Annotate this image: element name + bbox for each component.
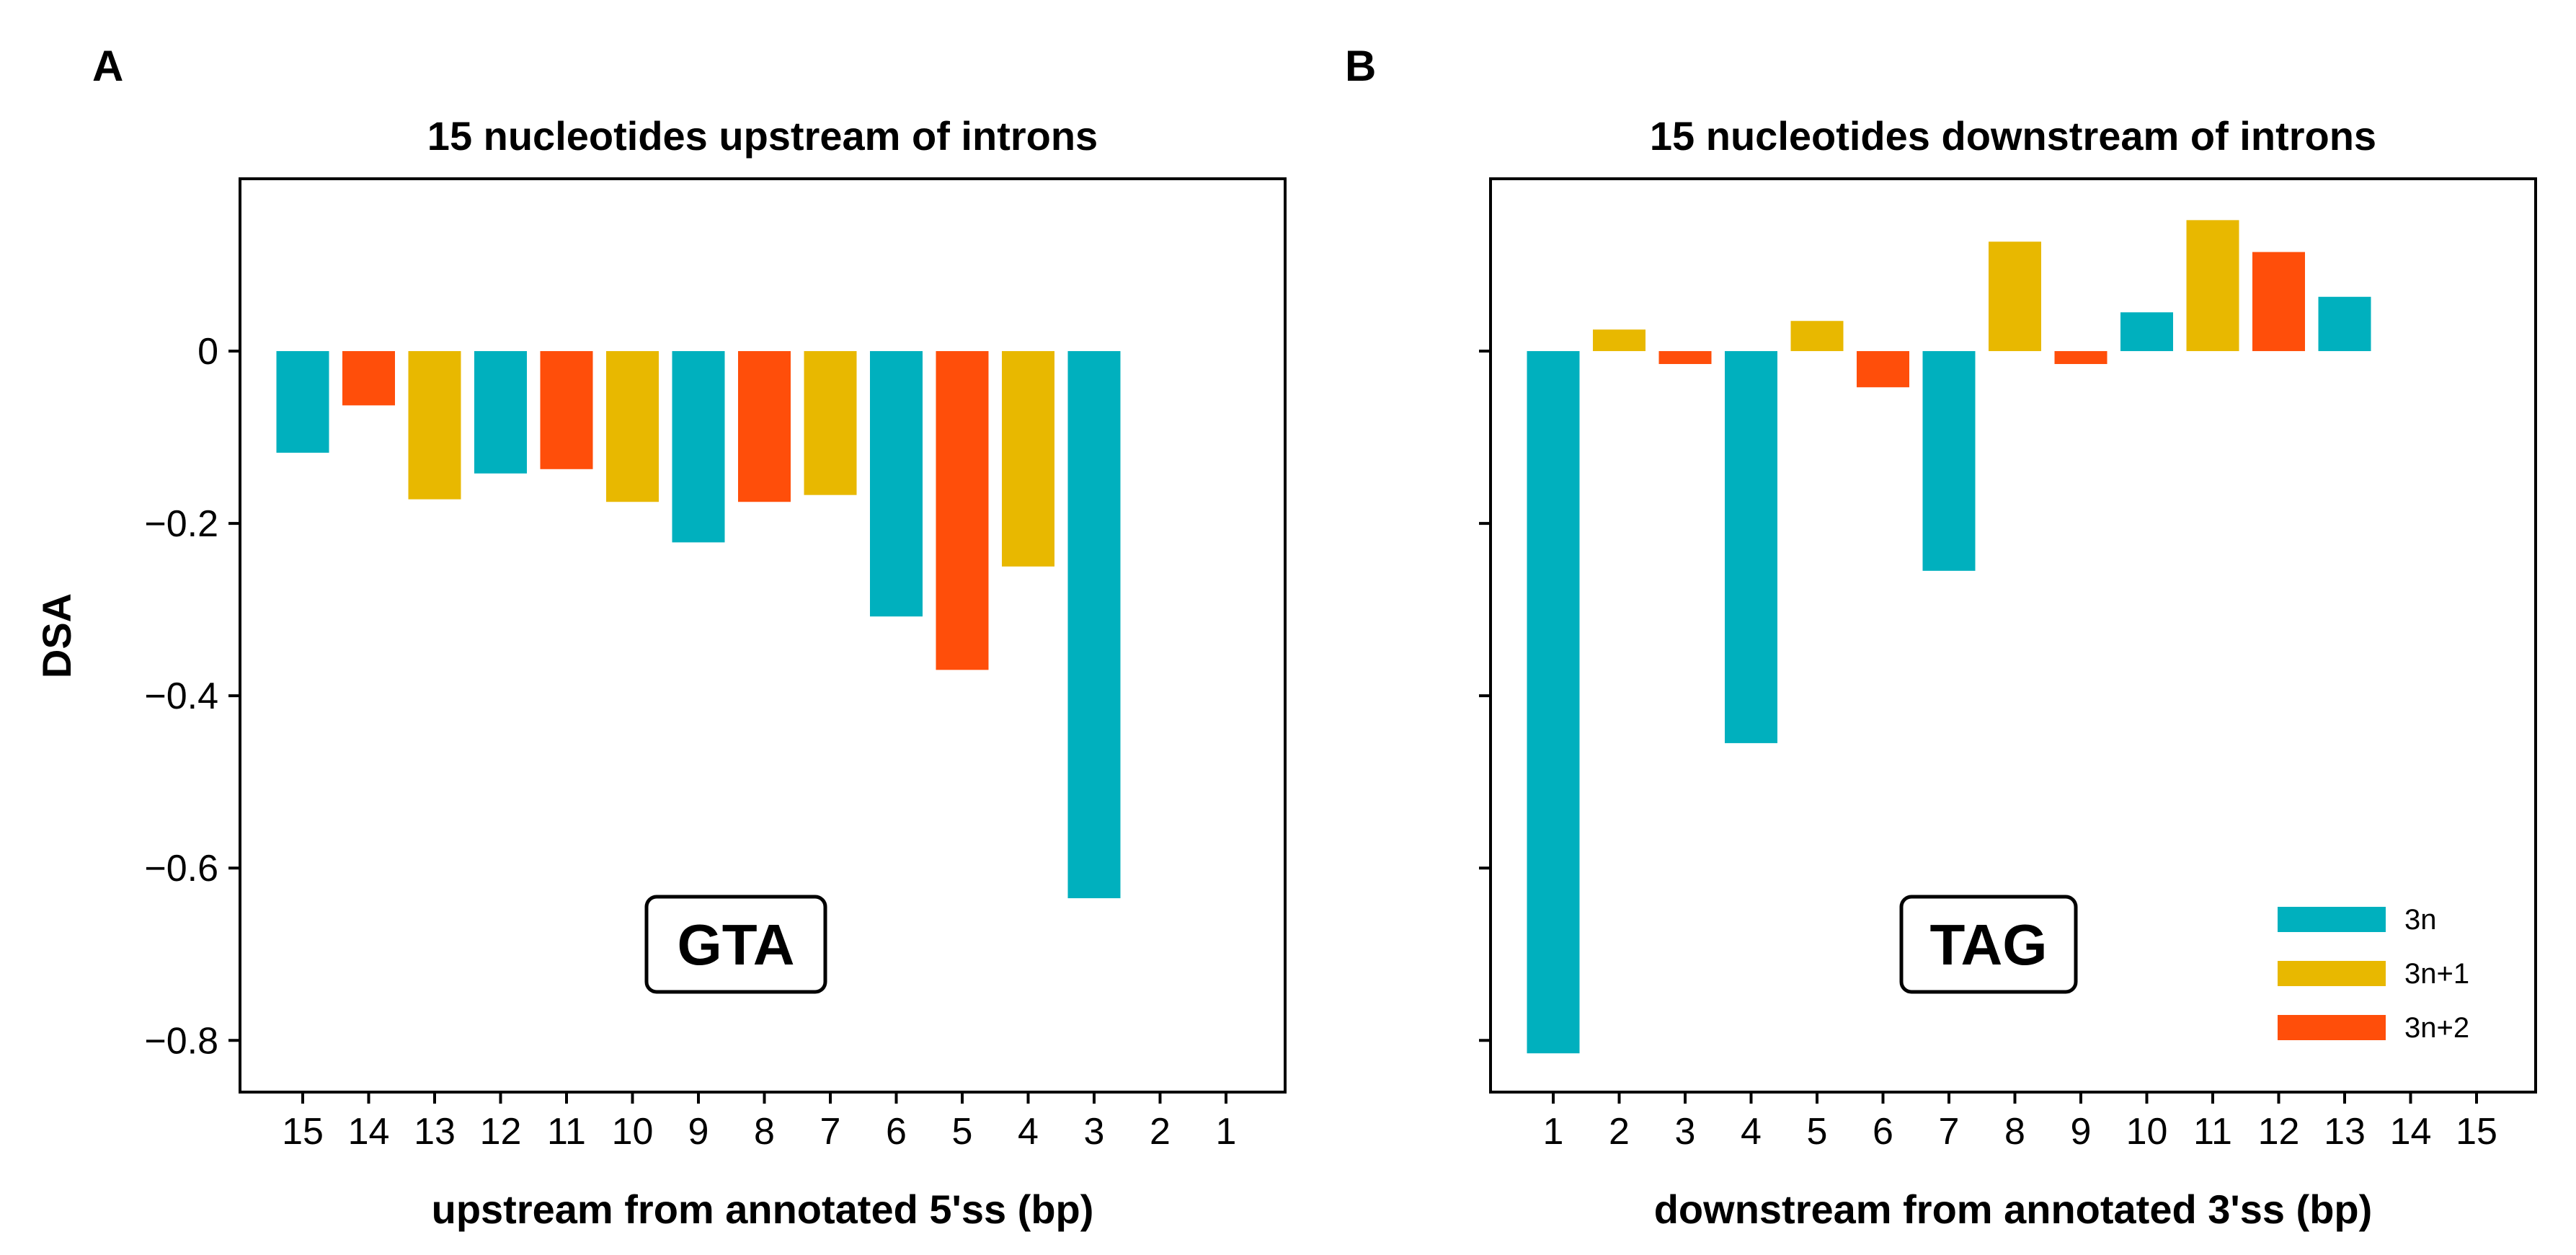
panel-b-axes-frame <box>1489 177 2537 1094</box>
panel-b-bar-9 <box>2054 351 2108 364</box>
panel-b-bar-4 <box>1725 351 1777 743</box>
legend-swatch-3nplus2 <box>2278 1015 2386 1040</box>
panel-b-bar-2 <box>1593 329 1645 352</box>
panel-a-title: 15 nucleotides upstream of introns <box>427 113 1098 159</box>
panel-b-annotation: TAG <box>1899 895 2078 994</box>
legend: 3n 3n+1 3n+2 <box>2278 904 2469 1044</box>
panel-a-axes-frame <box>239 177 1287 1094</box>
panel-b-annotation-box <box>1899 895 2078 994</box>
panel-a-ytick-label: −0.6 <box>144 848 218 890</box>
panel-a-xtick-label: 12 <box>480 1111 522 1153</box>
panel-b-xtick-label: 2 <box>1609 1111 1630 1153</box>
panel-a-xtick-label: 9 <box>688 1111 709 1153</box>
panel-b-xtick-label: 10 <box>2126 1111 2168 1153</box>
panel-b-bar-11 <box>2186 220 2239 352</box>
panel-a-bar-9 <box>672 351 725 543</box>
panel-a-annotation-box <box>644 895 827 994</box>
panel-b-xlabel: downstream from annotated 3'ss (bp) <box>1654 1187 2373 1232</box>
panel-a-letter: A <box>92 42 123 90</box>
panel-a-bar-7 <box>804 351 857 495</box>
panel-b-bar-6 <box>1857 351 1909 388</box>
panel-a-xtick-label: 11 <box>547 1111 586 1153</box>
panel-b-xtick-label: 4 <box>1741 1111 1762 1153</box>
panel-b-xtick-label: 11 <box>2193 1111 2232 1153</box>
panel-b-annotation-text: TAG <box>1930 913 2048 977</box>
panel-b-ticks <box>1479 350 2478 1104</box>
panel-b-xtick-labels: 1 2 3 4 5 6 7 8 9 10 11 12 13 14 15 <box>1543 1111 2497 1153</box>
panel-a-xtick-label: 1 <box>1216 1111 1237 1153</box>
panel-b-bar-8 <box>1989 241 2041 352</box>
panel-b-bars <box>1527 220 2371 1054</box>
panel-a-xtick-label: 8 <box>754 1111 775 1153</box>
legend-label-3nplus1: 3n+1 <box>2404 958 2469 990</box>
panel-a-xtick-label: 3 <box>1084 1111 1105 1153</box>
panel-a-xlabel: upstream from annotated 5'ss (bp) <box>432 1187 1094 1232</box>
legend-swatch-3nplus1 <box>2278 961 2386 986</box>
panel-a-ytick-label: −0.2 <box>144 503 218 545</box>
panel-a-ylabel: DSA <box>34 593 79 678</box>
panel-a-bars <box>276 351 1121 899</box>
panel-a-xtick-label: 10 <box>612 1111 654 1153</box>
panel-b-bar-3 <box>1658 351 1712 364</box>
panel-a-ytick-label: 0 <box>197 331 218 373</box>
panel-b-xtick-label: 3 <box>1675 1111 1696 1153</box>
panel-a-xtick-label: 2 <box>1150 1111 1171 1153</box>
panel-a-xtick-label: 14 <box>348 1111 390 1153</box>
legend-swatch-3n <box>2278 907 2386 932</box>
panel-b-xtick-label: 9 <box>2071 1111 2092 1153</box>
legend-label-3nplus2: 3n+2 <box>2404 1012 2469 1044</box>
panel-b-bar-5 <box>1790 321 1844 352</box>
panel-a-annotation: GTA <box>644 895 827 994</box>
panel-b-bar-7 <box>1922 351 1976 571</box>
panel-b-bar-13 <box>2318 296 2371 352</box>
panel-a-xtick-label: 5 <box>952 1111 973 1153</box>
panel-a-bar-6 <box>870 351 923 617</box>
panel-a-ytick-label: −0.4 <box>144 675 218 717</box>
panel-a-ticks <box>228 350 1227 1104</box>
panel-a-ytick-labels: 0 −0.2 −0.4 −0.6 −0.8 <box>144 331 218 1062</box>
panel-a-bar-13 <box>408 351 461 500</box>
panel-a-bar-5 <box>936 351 989 670</box>
panel-a-xtick-labels: 15 14 13 12 11 10 9 8 7 6 5 4 3 2 1 <box>282 1111 1236 1153</box>
panel-b-xtick-label: 8 <box>2004 1111 2025 1153</box>
panel-b: B 15 nucleotides downstream of introns 1… <box>1345 42 2537 1232</box>
panel-b-letter: B <box>1345 42 1376 90</box>
panel-b-bar-12 <box>2252 252 2305 352</box>
panel-a-xtick-label: 6 <box>886 1111 907 1153</box>
panel-a-bar-8 <box>738 351 791 502</box>
panel-b-xtick-label: 12 <box>2258 1111 2300 1153</box>
panel-a-xtick-label: 4 <box>1018 1111 1039 1153</box>
panel-a-xtick-label: 15 <box>282 1111 324 1153</box>
panel-b-xtick-label: 14 <box>2390 1111 2432 1153</box>
panel-a-bar-11 <box>540 351 593 469</box>
panel-a-xtick-label: 13 <box>414 1111 456 1153</box>
panel-a-bar-15 <box>276 351 329 453</box>
panel-a-bar-12 <box>474 351 527 474</box>
panel-b-title: 15 nucleotides downstream of introns <box>1650 113 2376 159</box>
panel-a-bar-4 <box>1002 351 1054 567</box>
panel-a-ytick-label: −0.8 <box>144 1020 218 1062</box>
panel-b-xtick-label: 5 <box>1807 1111 1828 1153</box>
panel-a-bar-10 <box>606 351 659 502</box>
panel-a-bar-14 <box>342 351 395 406</box>
panel-a-annotation-text: GTA <box>678 913 795 977</box>
panel-b-xtick-label: 1 <box>1543 1111 1564 1153</box>
panel-a-bar-3 <box>1067 351 1121 899</box>
panel-b-xtick-label: 15 <box>2456 1111 2497 1153</box>
panel-b-bar-10 <box>2120 312 2173 352</box>
panel-b-xtick-label: 6 <box>1873 1111 1893 1153</box>
panel-b-xtick-label: 7 <box>1939 1111 1960 1153</box>
legend-label-3n: 3n <box>2404 904 2437 936</box>
panel-b-xtick-label: 13 <box>2324 1111 2366 1153</box>
panel-a: A 15 nucleotides upstream of introns 0 −0… <box>34 42 1287 1232</box>
panel-a-xtick-label: 7 <box>820 1111 841 1153</box>
panel-b-bar-1 <box>1527 351 1580 1054</box>
